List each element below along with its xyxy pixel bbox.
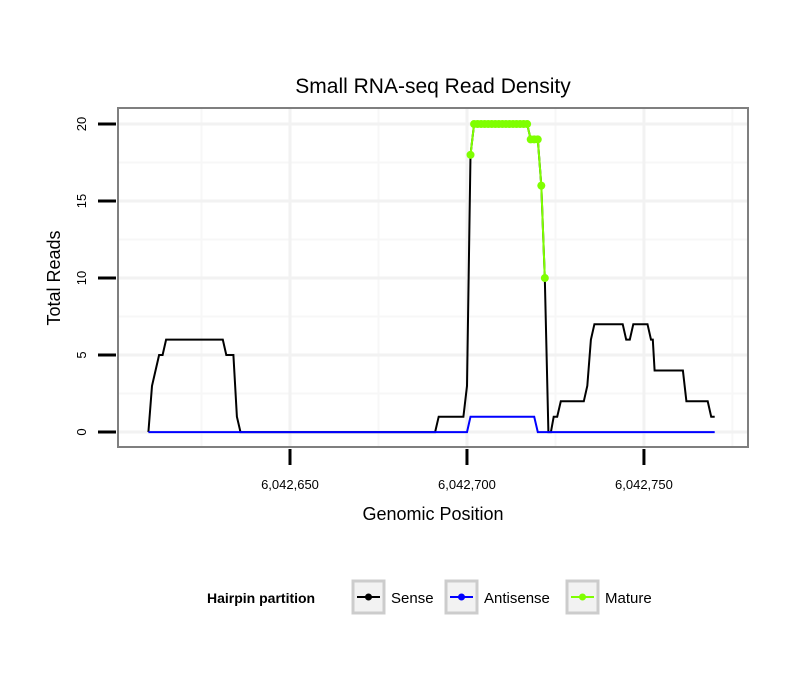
legend-label-sense: Sense — [391, 590, 434, 607]
data-point-mature — [540, 274, 549, 283]
y-tick-label: 15 — [74, 194, 89, 208]
legend-key-point — [579, 593, 586, 601]
x-tick-label: 6,042,700 — [438, 477, 496, 492]
legend-key-point — [365, 593, 372, 601]
data-point-mature — [537, 181, 546, 190]
data-point-mature — [523, 120, 532, 129]
legend: Hairpin partition Sense Antisense Mature — [207, 579, 652, 615]
data-point-mature — [533, 135, 542, 144]
y-tick-label: 10 — [74, 271, 89, 285]
y-axis-label: Total Reads — [44, 230, 64, 325]
axes: 0 5 10 15 20 6,042,650 6,042,700 6,042,750 — [74, 117, 673, 492]
legend-title: Hairpin partition — [207, 590, 315, 606]
x-tick-label: 6,042,750 — [615, 477, 673, 492]
series-line-antisense — [148, 415, 715, 434]
data-point-mature — [466, 150, 475, 159]
legend-key-point — [458, 593, 465, 601]
y-tick-label: 0 — [74, 428, 89, 435]
x-axis-label: Genomic Position — [362, 504, 503, 524]
legend-label-antisense: Antisense — [484, 590, 550, 607]
y-tick-label: 20 — [74, 117, 89, 131]
legend-label-mature: Mature — [605, 590, 652, 607]
x-tick-label: 6,042,650 — [261, 477, 319, 492]
plot-panel-border — [117, 107, 749, 448]
series-layer — [147, 120, 715, 434]
y-tick-label: 5 — [74, 351, 89, 358]
chart-title: Small RNA-seq Read Density — [295, 75, 571, 98]
grid — [118, 108, 748, 447]
